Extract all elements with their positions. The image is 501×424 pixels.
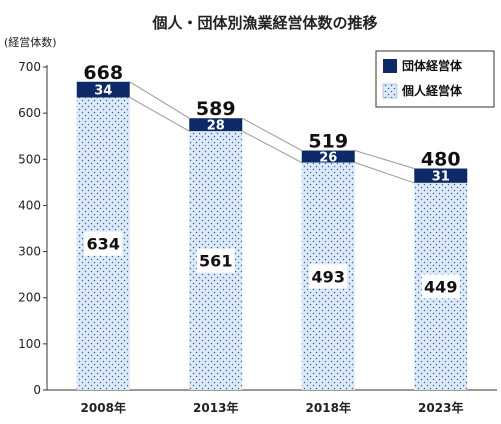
data-label-total: 589: [196, 98, 236, 120]
data-label-bg: [84, 231, 123, 256]
data-label-group: 34: [94, 84, 112, 99]
bar-group: [189, 118, 243, 132]
axes: 0 100 200 300 400 500 600 700 2008年 2013年 2018年 202…: [18, 60, 497, 415]
chart-title: 個人・団体別漁業経営体数の推移: [151, 14, 377, 32]
data-label-individual: 493: [312, 267, 345, 286]
x-tick-label: 2023年: [418, 400, 463, 415]
x-tick-label: 2018年: [306, 400, 351, 415]
legend-swatch-group: [383, 59, 397, 73]
connector-line-bottom: [242, 130, 302, 163]
bar-group: [301, 150, 355, 163]
y-tick-label: 300: [18, 245, 41, 259]
connector-line-top: [242, 117, 302, 151]
connector-lines: [129, 81, 415, 184]
connector-line-bottom: [129, 97, 190, 132]
connector-line-bottom: [354, 162, 415, 184]
data-label-group: 26: [319, 151, 337, 166]
y-tick-label: 500: [18, 152, 41, 166]
legend-label-individual: 個人経営体: [401, 83, 463, 98]
y-tick-label: 100: [18, 337, 41, 351]
y-tick-label: 0: [33, 383, 41, 397]
legend-swatch-individual: [382, 83, 398, 99]
data-label-group: 28: [207, 119, 225, 134]
y-tick-label: 200: [18, 291, 41, 305]
data-label-total: 668: [83, 62, 123, 84]
data-label-bg: [421, 274, 460, 299]
y-tick-label: 600: [18, 106, 41, 120]
data-label-bg: [309, 264, 348, 289]
data-label-group: 31: [432, 170, 450, 185]
data-label-individual: 634: [87, 235, 120, 254]
x-tick-label: 2013年: [193, 400, 238, 415]
data-label-bg: [196, 248, 235, 273]
y-tick-label: 700: [18, 60, 41, 74]
data-label-total: 519: [308, 131, 348, 153]
connector-line-top: [129, 81, 190, 119]
data-label-individual: 561: [199, 252, 232, 271]
x-tick-label: 2008年: [81, 400, 126, 415]
bar-group: [76, 81, 130, 98]
y-axis-label: (経営体数): [4, 35, 57, 49]
y-tick-label: 400: [18, 198, 41, 212]
bar-group: [414, 168, 468, 183]
data-label-individual: 449: [424, 277, 457, 296]
legend-label-group: 団体経営体: [402, 58, 463, 73]
connector-line-top: [354, 150, 415, 169]
data-label-total: 480: [421, 149, 461, 171]
